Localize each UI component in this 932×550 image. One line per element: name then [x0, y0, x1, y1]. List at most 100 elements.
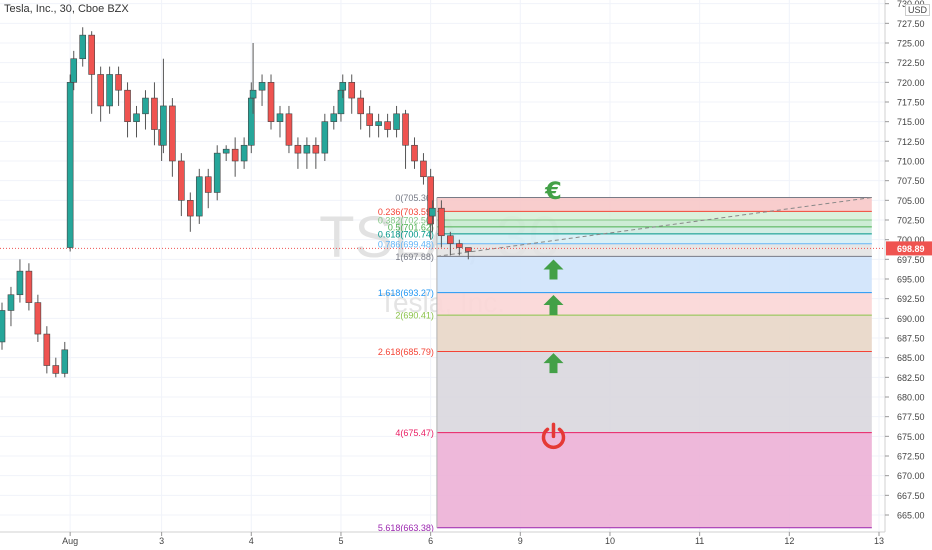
fib-level-label: 2(690.41): [395, 311, 434, 321]
candle: [160, 58, 167, 154]
candle: [411, 137, 418, 169]
time-axis-bg: [0, 532, 932, 550]
price-tick-label: 695.00: [897, 275, 925, 285]
candle: [240, 137, 248, 169]
candle: [213, 145, 221, 201]
up-arrow-icon: [543, 259, 564, 280]
candle-body: [106, 74, 113, 107]
price-tick-label: 705.00: [897, 196, 925, 206]
fib-zone: [436, 351, 872, 433]
candle: [447, 231, 454, 256]
candle: [267, 74, 275, 130]
fib-level-label: 4(675.47): [395, 428, 434, 438]
fib-zone: [436, 226, 872, 234]
price-axis: 665.00 667.50 670.00 672.50 675.00 677.50 680.…: [884, 0, 932, 550]
fib-level-label: 0.236(703.59): [378, 207, 434, 217]
candle: [438, 200, 445, 248]
candle: [79, 27, 87, 67]
price-tick-label: 722.50: [897, 58, 925, 68]
price-tick-label: 665.00: [897, 511, 925, 521]
candle-body: [427, 176, 434, 225]
price-tick-label: 685.00: [897, 353, 925, 363]
candle: [456, 239, 463, 256]
candle-body: [402, 113, 409, 146]
euro-icon: €: [544, 177, 562, 205]
candle-body: [456, 243, 463, 248]
candle-body: [276, 113, 284, 122]
candle-body: [240, 144, 248, 162]
candle-body: [393, 113, 400, 130]
candle: [178, 153, 185, 217]
price-tick-label: 680.00: [897, 393, 925, 403]
time-tick-label: Aug: [62, 536, 78, 546]
fib-zone: [436, 197, 872, 212]
candle: [52, 357, 60, 378]
power-icon: [541, 422, 566, 449]
fib-zone: [436, 211, 872, 220]
candle-body: [195, 176, 203, 217]
candle: [393, 105, 400, 138]
candle-body: [294, 144, 302, 154]
candle: [16, 259, 24, 303]
candle-body: [151, 97, 158, 130]
candle-body: [429, 207, 436, 217]
candle: [0, 302, 6, 350]
price-tick-label: 682.50: [897, 373, 925, 383]
candle: [231, 137, 239, 177]
candle: [151, 82, 158, 146]
candle-body: [70, 58, 78, 83]
power-icon-ring: [541, 427, 566, 449]
price-tick-label: 725.00: [897, 39, 925, 49]
candle-body: [285, 113, 293, 146]
candle: [204, 168, 212, 209]
candle: [169, 98, 176, 177]
candle-body: [231, 148, 239, 162]
candle: [303, 137, 311, 169]
fib-level-label: 0(705.36): [395, 193, 434, 203]
time-tick-label: 9: [518, 536, 523, 546]
candle-body: [464, 247, 472, 252]
fib-zone: [436, 292, 872, 316]
candle-body: [384, 121, 391, 130]
candle: [321, 113, 329, 161]
candle: [97, 66, 104, 122]
candle: [285, 105, 293, 154]
candle-body: [34, 302, 42, 335]
candle-body: [348, 82, 356, 99]
candle: [66, 74, 74, 252]
fib-zone: [436, 233, 872, 244]
candle-body: [142, 97, 149, 115]
currency-label[interactable]: USD: [905, 4, 931, 16]
candle-body: [52, 365, 60, 374]
price-tick-label: 720.00: [897, 78, 925, 88]
time-tick-label: 11: [695, 536, 704, 546]
candle: [249, 43, 257, 114]
candle-body: [330, 113, 338, 122]
candle: [420, 153, 427, 185]
fib-level-label: 0.382(702.50): [378, 216, 434, 226]
candle-body: [222, 148, 230, 154]
candle: [427, 168, 434, 240]
candle: [34, 294, 42, 342]
fib-level-label: 2.618(685.79): [378, 347, 434, 357]
candle-body: [115, 74, 122, 91]
candle-body: [312, 144, 320, 154]
candle-body: [7, 294, 15, 311]
trend-line: [436, 197, 872, 257]
candle: [61, 341, 69, 378]
candle-body: [258, 82, 266, 91]
fib-level-label: 1(697.88): [395, 252, 434, 262]
price-tick-label: 707.50: [897, 176, 925, 186]
time-tick-label: 4: [249, 536, 254, 546]
candle: [133, 105, 140, 138]
candle-body: [79, 34, 87, 60]
candle: [88, 31, 95, 114]
time-axis: Aug 3 4 5 6 9 10 11 12 13: [0, 531, 932, 550]
up-arrow-icon: [543, 353, 564, 374]
candle-body: [187, 200, 194, 217]
chart-title: Tesla, Inc., 30, Cboe BZX: [4, 3, 129, 15]
candle: [429, 200, 436, 232]
price-tick-label: 675.00: [897, 432, 925, 442]
candle: [124, 82, 131, 138]
